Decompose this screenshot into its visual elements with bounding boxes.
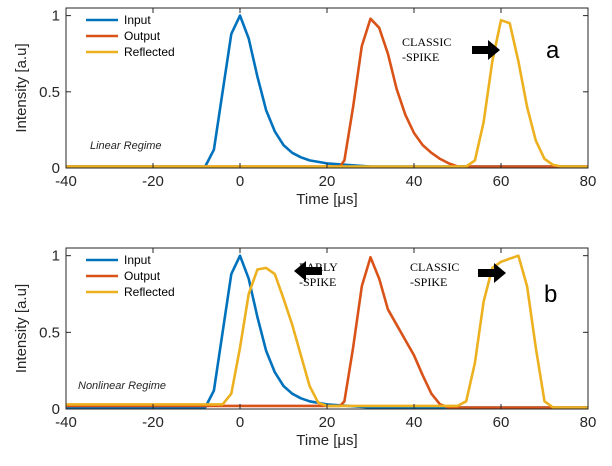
x-axis-label: Time [μs] [296, 191, 357, 208]
legend-entry-output: Output [124, 269, 161, 283]
y-tick-label: 0.5 [39, 84, 60, 101]
legend-entry-reflected: Reflected [124, 285, 175, 299]
x-tick-label: 0 [236, 414, 244, 431]
x-tick-label: 80 [580, 414, 597, 431]
y-tick-label: 1 [52, 248, 60, 265]
regime-label: Nonlinear Regime [78, 380, 166, 392]
annotation-text: CLASSIC [402, 35, 451, 49]
panel-label: a [546, 37, 560, 64]
y-tick-label: 0 [52, 401, 60, 418]
x-tick-label: 80 [580, 173, 597, 190]
annotation-arrow-icon [472, 40, 500, 60]
regime-label: Linear Regime [90, 140, 162, 152]
series-line-output [66, 17, 588, 168]
annotation-text: CLASSIC [410, 260, 459, 274]
annotation-earlyspike: EARLY-SPIKE [294, 260, 338, 289]
legend: Input Output Reflected [86, 13, 175, 59]
x-tick-label: 60 [493, 414, 510, 431]
x-tick-label: 40 [406, 414, 423, 431]
x-tick-label: -40 [55, 173, 77, 190]
annotation-arrow-icon [478, 263, 506, 283]
y-tick-label: 1 [52, 8, 60, 25]
series-line-input [66, 14, 588, 168]
x-tick-label: 60 [493, 173, 510, 190]
panel-label: b [544, 281, 557, 308]
annotation-arrow-icon [294, 261, 322, 281]
y-axis-label: Intensity [a.u] [13, 43, 30, 132]
series-line-reflected [66, 18, 588, 168]
y-tick-label: 0.5 [39, 324, 60, 341]
chart-panel-a: -40 -20 0 20 40 60 80 0 0.5 1 Time [μs] Intensity [… [13, 7, 597, 208]
annotation-classicspike: CLASSIC-SPIKE [402, 35, 500, 64]
series-line-output [66, 255, 588, 409]
x-tick-label: 0 [236, 173, 244, 190]
legend: Input Output Reflected [86, 253, 175, 299]
legend-entry-reflected: Reflected [124, 45, 175, 59]
plot-area [66, 8, 588, 168]
x-tick-label: 40 [406, 173, 423, 190]
annotation-text: -SPIKE [410, 275, 447, 289]
x-tick-label: 20 [319, 414, 336, 431]
series-group [66, 14, 588, 168]
annotation-text: -SPIKE [402, 50, 439, 64]
x-axis-label: Time [μs] [296, 432, 357, 449]
x-tick-label: -20 [142, 173, 164, 190]
legend-entry-output: Output [124, 29, 161, 43]
x-tick-label: 20 [319, 173, 336, 190]
y-tick-label: 0 [52, 160, 60, 177]
legend-entry-input: Input [124, 253, 151, 267]
x-tick-label: -20 [142, 414, 164, 431]
annotation-classicspike: CLASSIC-SPIKE [410, 260, 506, 289]
x-tick-label: -40 [55, 414, 77, 431]
legend-entry-input: Input [124, 13, 151, 27]
chart-panel-b: -40 -20 0 20 40 60 80 0 0.5 1 Time [μs] Intensity [… [13, 247, 597, 449]
annotation-text: -SPIKE [299, 275, 336, 289]
y-axis-label: Intensity [a.u] [13, 284, 30, 373]
